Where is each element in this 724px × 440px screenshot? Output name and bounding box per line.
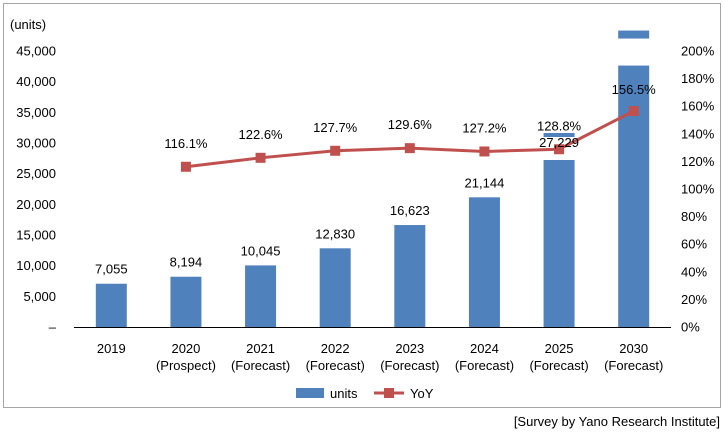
bar-value-label: 16,623 [390,203,430,218]
bar-value-label: 21,144 [465,175,505,190]
bar [394,225,426,327]
left-tick-label: 25,000 [16,166,56,181]
left-tick-label: – [49,320,57,335]
yoy-value-label: 127.2% [462,120,507,135]
x-tick-note: (Forecast) [306,358,365,373]
source-note: [Survey by Yano Research Institute] [513,414,720,429]
yoy-value-label: 129.6% [388,117,433,132]
bar-value-label: 7,055 [95,262,128,277]
bar-value-label: 10,045 [241,243,281,258]
bar-value-label: 12,830 [315,226,355,241]
left-tick-label: 15,000 [16,228,56,243]
left-tick-label: 40,000 [16,74,56,89]
left-tick-label: 45,000 [16,44,56,59]
left-tick-label: 20,000 [16,197,56,212]
yoy-value-label: 156.5% [612,82,657,97]
left-tick-label: 30,000 [16,136,56,151]
yoy-marker [255,152,266,163]
bar [468,197,500,327]
yoy-marker [330,145,341,156]
chart-frame: (units) – 5,000 10,000 15,000 20,000 25,000 30,… [3,3,721,408]
right-tick-label: 140% [681,126,715,141]
bar-value-label: 27,229 [539,135,579,150]
x-tick-year: 2020 [171,341,200,356]
left-tick-label: 5,000 [23,289,56,304]
x-tick-year: 2022 [321,341,350,356]
bar-line-chart: (units) – 5,000 10,000 15,000 20,000 25,000 30,… [10,4,715,401]
right-tick-label: 60% [681,237,707,252]
x-tick-note: (Forecast) [604,358,663,373]
left-tick-label: 10,000 [16,258,56,273]
bar-label-chip [543,132,575,137]
bar [245,265,277,327]
x-tick-note: (Forecast) [455,358,514,373]
right-tick-label: 200% [681,44,715,59]
x-tick-note: (Forecast) [380,358,439,373]
x-tick-year: 2019 [97,341,126,356]
yoy-value-label: 122.6% [239,127,284,142]
legend-label-units: units [330,386,358,401]
x-tick-year: 2023 [395,341,424,356]
right-tick-label: 160% [681,99,715,114]
bar [543,159,575,327]
right-tick-label: 0% [681,320,700,335]
right-tick-label: 40% [681,264,707,279]
legend-label-yoy: YoY [410,386,434,401]
yoy-marker [479,146,490,157]
yoy-marker [554,144,565,155]
x-tick-note: (Forecast) [231,358,290,373]
bar [319,248,351,327]
bar [618,65,650,327]
yoy-marker [404,143,415,154]
bar-value-label: 42,626 [614,4,654,5]
right-tick-label: 20% [681,292,707,307]
right-tick-label: 80% [681,209,707,224]
x-tick-note: (Forecast) [529,358,588,373]
bar-label-chip [618,30,650,39]
x-tick-note: (Prospect) [156,358,216,373]
yoy-marker [628,106,639,117]
x-tick-year: 2021 [246,341,275,356]
x-tick-year: 2030 [619,341,648,356]
yoy-marker [180,161,191,172]
right-tick-label: 120% [681,154,715,169]
left-tick-label: 35,000 [16,105,56,120]
x-tick-year: 2024 [470,341,499,356]
right-tick-label: 180% [681,71,715,86]
bar-value-label: 8,194 [170,255,203,270]
bar [170,276,202,327]
yoy-value-label: 127.7% [313,120,358,135]
legend-swatch-yoy-marker [384,388,394,398]
y-axis-unit-label: (units) [10,17,46,32]
yoy-value-label: 116.1% [164,136,208,151]
right-tick-label: 100% [681,182,715,197]
yoy-value-label: 128.8% [537,118,582,133]
x-tick-year: 2025 [545,341,574,356]
legend-swatch-units [296,388,324,398]
bar [95,283,127,327]
